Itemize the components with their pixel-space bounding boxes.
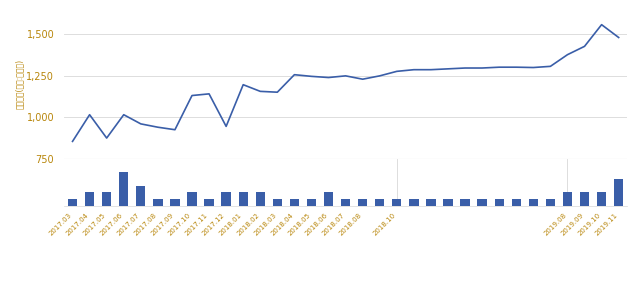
Bar xyxy=(546,199,555,206)
Bar xyxy=(375,199,385,206)
Bar xyxy=(426,199,436,206)
Bar xyxy=(239,192,248,206)
Bar xyxy=(204,199,214,206)
Bar xyxy=(563,192,572,206)
Bar xyxy=(409,199,419,206)
Bar xyxy=(153,199,163,206)
Bar xyxy=(188,192,196,206)
Bar xyxy=(529,199,538,206)
Bar xyxy=(511,199,521,206)
Bar xyxy=(324,192,333,206)
Bar xyxy=(392,199,401,206)
Bar xyxy=(495,199,504,206)
Bar xyxy=(358,199,367,206)
Bar xyxy=(273,199,282,206)
Bar xyxy=(136,186,145,206)
Bar xyxy=(597,192,606,206)
Bar xyxy=(119,172,129,206)
Y-axis label: 거래금액(단위:백만원): 거래금액(단위:백만원) xyxy=(15,59,24,109)
Bar xyxy=(170,199,180,206)
Bar xyxy=(290,199,299,206)
Bar xyxy=(68,199,77,206)
Bar xyxy=(444,199,452,206)
Bar xyxy=(477,199,487,206)
Bar xyxy=(102,192,111,206)
Bar xyxy=(85,192,94,206)
Bar xyxy=(221,192,231,206)
Bar xyxy=(307,199,316,206)
Bar xyxy=(460,199,470,206)
Bar xyxy=(614,179,623,206)
Bar xyxy=(255,192,265,206)
Bar xyxy=(341,199,350,206)
Bar xyxy=(580,192,589,206)
